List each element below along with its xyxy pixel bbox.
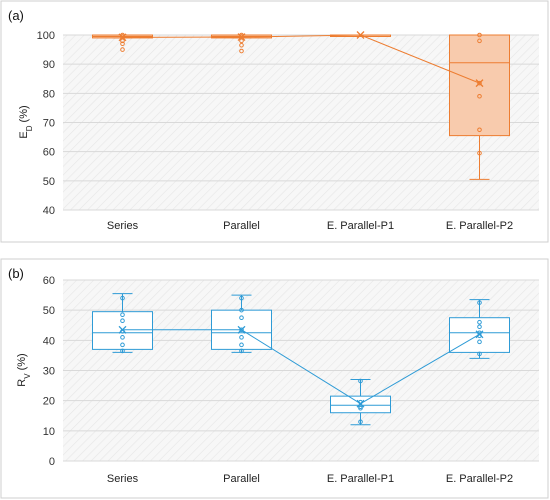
data-point <box>477 150 482 156</box>
x-tick-label: Parallel <box>223 473 260 485</box>
y-tick-label: 20 <box>43 396 55 408</box>
data-point <box>477 127 482 133</box>
data-point <box>358 405 363 411</box>
data-point <box>477 319 482 325</box>
data-point <box>239 38 244 44</box>
panel-b-y-ticks: 0 10 20 30 40 50 60 <box>43 275 55 468</box>
data-point <box>477 339 482 345</box>
y-tick-label: 100 <box>37 30 55 42</box>
panel-b-mean-line <box>122 329 480 405</box>
box-1 <box>211 294 272 354</box>
data-point <box>477 324 482 330</box>
panel-a-boxes <box>92 31 510 180</box>
data-point <box>358 378 363 384</box>
data-point <box>239 335 244 340</box>
data-point <box>477 93 482 99</box>
data-point <box>120 348 125 354</box>
y-tick-label: 0 <box>49 456 55 468</box>
panel-a-y-ticks: 40 50 60 70 80 90 100 <box>37 30 55 217</box>
data-point <box>239 48 244 54</box>
y-tick-label: 40 <box>43 335 55 347</box>
box-0 <box>92 293 153 354</box>
panel-a-mean-line <box>122 34 480 84</box>
panel-b-grid <box>63 279 539 462</box>
data-point <box>358 419 363 425</box>
data-point <box>477 300 482 305</box>
data-point <box>477 351 482 357</box>
data-point <box>120 295 125 301</box>
data-point <box>358 404 363 410</box>
data-point <box>239 34 244 39</box>
data-point <box>239 342 244 348</box>
x-tick-label: E. Parallel-P1 <box>327 220 394 232</box>
x-tick-label: Series <box>107 473 139 485</box>
x-tick-label: Parallel <box>223 220 260 232</box>
data-point <box>120 312 125 317</box>
data-point <box>477 38 482 44</box>
panel-a-label: (a) <box>8 8 24 23</box>
data-point <box>239 307 244 313</box>
panel-a-x-ticks: Series Parallel E. Parallel-P1 E. Parallel-… <box>107 220 513 232</box>
panel-b-x-ticks: Series Parallel E. Parallel-P1 E. Parallel-… <box>107 473 513 485</box>
data-point <box>239 315 244 321</box>
data-point <box>120 41 125 47</box>
box-3 <box>449 32 510 180</box>
data-point <box>239 348 244 354</box>
x-tick-label: E. Parallel-P2 <box>446 473 513 485</box>
panel-a-y-axis-label: ED (%) <box>18 105 34 138</box>
panel-a: (a) ED (%) 40 50 60 70 80 90 100 Series Paralle… <box>0 0 549 243</box>
x-tick-label: E. Parallel-P2 <box>446 220 513 232</box>
y-tick-label: 90 <box>43 59 55 71</box>
panel-b: (b) RV (%) 0 10 20 30 40 50 60 Series Parallel E… <box>0 258 549 499</box>
y-tick-label: 10 <box>43 426 55 438</box>
data-point <box>239 295 244 301</box>
mean-line <box>122 34 480 84</box>
data-point <box>120 318 125 324</box>
y-tick-label: 60 <box>43 275 55 287</box>
data-point <box>120 335 125 340</box>
x-tick-label: Series <box>107 220 139 232</box>
y-tick-label: 80 <box>43 88 55 100</box>
box-3 <box>449 299 510 359</box>
panel-b-y-axis-label: RV (%) <box>16 353 32 386</box>
y-tick-label: 30 <box>43 366 55 378</box>
x-tick-label: E. Parallel-P1 <box>327 473 394 485</box>
y-tick-label: 70 <box>43 118 55 130</box>
data-point <box>120 342 125 348</box>
y-tick-label: 50 <box>43 176 55 188</box>
data-point <box>477 80 482 86</box>
data-point <box>120 34 125 39</box>
mean-line <box>122 329 480 405</box>
data-point <box>239 42 244 48</box>
y-tick-label: 40 <box>43 205 55 217</box>
y-tick-label: 50 <box>43 305 55 317</box>
y-tick-label: 60 <box>43 147 55 159</box>
data-point <box>120 38 125 44</box>
panel-b-label: (b) <box>8 266 24 281</box>
data-point <box>120 47 125 52</box>
data-point <box>477 32 482 38</box>
